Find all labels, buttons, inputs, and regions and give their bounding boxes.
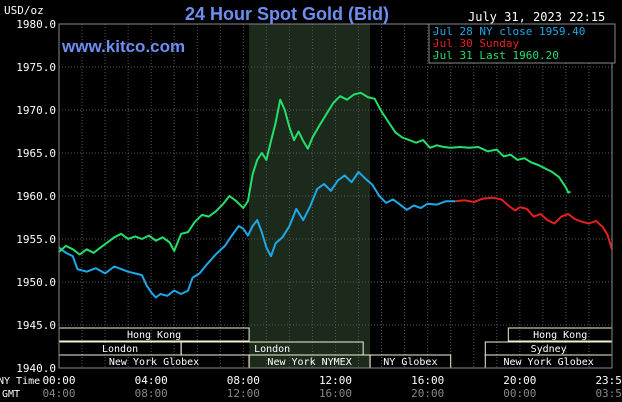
session-label: New York Globex — [503, 357, 593, 368]
y-tick-label: 1965.0 — [16, 147, 56, 160]
plot-frame — [58, 23, 613, 369]
x-tick-label-ny: 00:00 — [42, 374, 75, 387]
y-tick-label: 1970.0 — [16, 104, 56, 117]
session-label: New York NYMEX — [267, 357, 351, 368]
x-tick-label-gmt: 12:00 — [227, 387, 260, 400]
chart-title: 24 Hour Spot Gold (Bid) — [185, 4, 389, 24]
nymex-highlight-layer — [249, 24, 371, 368]
legend: Jul 28 NY close 1959.40 Jul 30 Sunday Ju… — [428, 23, 616, 64]
legend-marker: - — [431, 25, 438, 38]
y-tick-label: 1980.0 — [16, 18, 56, 31]
x-tick-label-ny: 20:00 — [503, 374, 536, 387]
x-tick-label-gmt: 08:00 — [135, 387, 168, 400]
series-layer — [58, 91, 613, 299]
x-tick-label-gmt: 16:00 — [319, 387, 352, 400]
y-tick-label: 1950.0 — [16, 276, 56, 289]
series-line — [58, 170, 456, 299]
grid-layer — [58, 23, 613, 369]
timestamp: July 31, 2023 22:15 — [468, 10, 605, 24]
y-tick-label: 1960.0 — [16, 190, 56, 203]
x-tick-label-ny: 04:00 — [135, 374, 168, 387]
watermark: www.kitco.com — [61, 37, 185, 56]
session-label: NY Globex — [383, 357, 437, 368]
x-tick-label-gmt: 00:00 — [503, 387, 536, 400]
x-tick-label-ny: 12:00 — [319, 374, 352, 387]
session-label: Hong Kong — [127, 330, 181, 341]
y-tick-label: 1940.0 — [16, 362, 56, 375]
series-line — [58, 91, 571, 256]
legend-marker: - — [431, 37, 438, 50]
session-label: Hong Kong — [533, 330, 587, 341]
ny-time-label: NY Time — [0, 376, 40, 387]
x-tick-label-gmt: 04:00 — [42, 387, 75, 400]
legend-entry: Jul 30 Sunday — [433, 37, 519, 50]
y-axis-unit: USD/oz — [4, 4, 44, 17]
y-tick-label: 1945.0 — [16, 319, 56, 332]
nymex-shading — [249, 24, 371, 368]
session-label: Sydney — [531, 344, 567, 355]
session-label: London — [254, 344, 290, 355]
x-tick-label-ny: 08:00 — [227, 374, 260, 387]
y-tick-label: 1975.0 — [16, 61, 56, 74]
legend-box — [428, 23, 616, 64]
axis-layer: 1940.0 1945.0 1950.0 1955.0 1960.0 1965.0 1970… — [16, 18, 622, 400]
gmt-label: GMT — [2, 389, 20, 400]
session-label: New York Globex — [109, 357, 199, 368]
x-tick-label-ny: 23:59 — [595, 374, 622, 387]
x-tick-label-ny: 16:00 — [411, 374, 444, 387]
y-tick-label: 1955.0 — [16, 233, 56, 246]
legend-entry: Jul 31 Last 1960.20 — [433, 49, 559, 62]
x-tick-label-gmt: 03:59 — [595, 387, 622, 400]
legend-entry: Jul 28 NY close 1959.40 — [433, 25, 585, 38]
legend-marker: - — [431, 49, 438, 62]
series-line — [455, 196, 613, 250]
session-label: London — [102, 344, 138, 355]
x-tick-label-gmt: 20:00 — [411, 387, 444, 400]
